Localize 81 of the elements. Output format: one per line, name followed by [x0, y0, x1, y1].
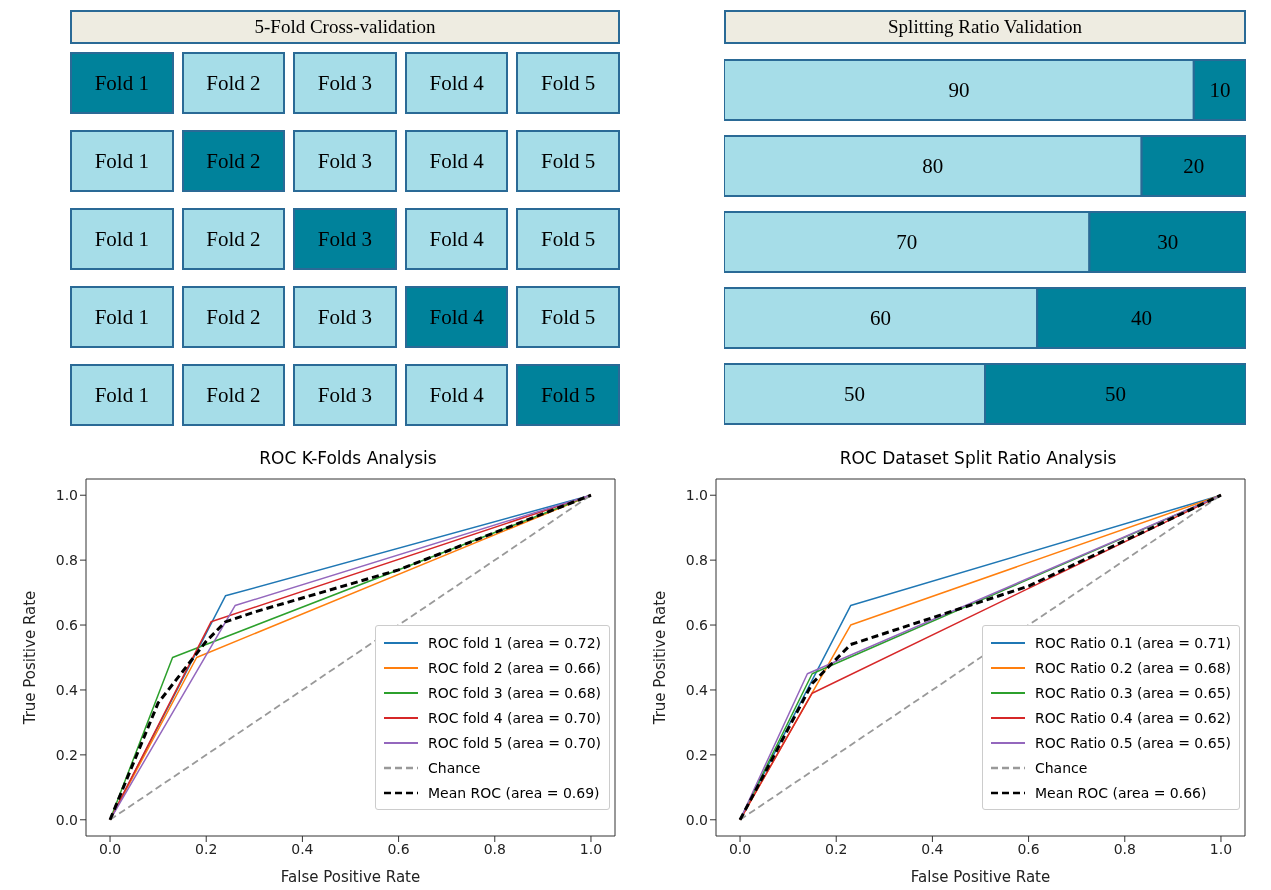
- y-tick-label: 0.6: [55, 617, 79, 634]
- y-tick-label: 0.4: [55, 681, 79, 698]
- y-axis-title: True Positive Rate: [21, 590, 40, 726]
- text: Fold 1: [70, 286, 174, 348]
- legend-label: Mean ROC (area = 0.66): [1034, 784, 1207, 801]
- y-tick-label: 1.0: [685, 487, 708, 504]
- text: Fold 4: [404, 52, 509, 114]
- text: Fold 3: [293, 52, 397, 114]
- y-tick-label: 0.0: [55, 811, 78, 828]
- legend-label: Chance: [1034, 759, 1088, 776]
- text: Fold 4: [404, 208, 509, 270]
- legend-label: ROC Ratio 0.4 (area = 0.62): [1034, 709, 1231, 726]
- chart-title: ROC Dataset Split Ratio Analysis: [838, 448, 1118, 470]
- legend-label: ROC fold 2 (area = 0.66): [428, 659, 601, 676]
- legend-label: ROC Ratio 0.5 (area = 0.65): [1034, 734, 1231, 751]
- text: Fold 5: [516, 130, 620, 192]
- x-tick-label: 0.0: [98, 840, 122, 857]
- text: Fold 2: [181, 208, 286, 270]
- y-axis-title: True Positive Rate: [651, 590, 670, 726]
- legend-label: ROC fold 1 (area = 0.72): [428, 634, 601, 651]
- data-label: 50: [1105, 382, 1126, 407]
- x-tick-label: 0.4: [291, 840, 314, 857]
- x-tick-label: 1.0: [579, 840, 603, 857]
- chart-title: ROC K-Folds Analysis: [258, 448, 438, 470]
- text: Fold 3: [293, 208, 397, 270]
- text: Fold 4: [404, 286, 509, 348]
- x-tick-label: 0.6: [387, 840, 410, 857]
- text: Fold 3: [293, 364, 397, 426]
- data-label: 50: [844, 382, 865, 407]
- legend-label: ROC Ratio 0.2 (area = 0.68): [1034, 659, 1231, 676]
- text: Fold 2: [181, 286, 286, 348]
- data-label: 30: [1157, 230, 1179, 255]
- x-tick-label: 0.2: [825, 840, 848, 857]
- y-tick-label: 0.8: [685, 552, 708, 569]
- text: Fold 1: [70, 208, 174, 270]
- data-label: 10: [1209, 78, 1231, 103]
- text: Fold 3: [293, 130, 397, 192]
- text: Fold 5: [516, 364, 620, 426]
- text: Fold 4: [404, 130, 509, 192]
- y-tick-label: 0.4: [685, 681, 709, 698]
- x-tick-label: 0.8: [483, 840, 506, 857]
- data-label: 20: [1183, 154, 1205, 179]
- legend-label: Chance: [428, 759, 481, 776]
- x-tick-label: 1.0: [1209, 840, 1233, 857]
- data-label: 40: [1131, 306, 1153, 331]
- x-tick-label: 0.2: [195, 840, 218, 857]
- text: Fold 1: [70, 52, 174, 114]
- text: Fold 5: [516, 208, 620, 270]
- data-label: 80: [922, 154, 944, 179]
- legend-label: ROC Ratio 0.3 (area = 0.65): [1034, 684, 1231, 701]
- legend-label: ROC fold 3 (area = 0.68): [428, 684, 601, 701]
- legend-label: ROC Ratio 0.1 (area = 0.71): [1034, 634, 1231, 651]
- y-tick-label: 0.6: [685, 617, 709, 634]
- legend-label: ROC fold 5 (area = 0.70): [428, 734, 601, 751]
- y-tick-label: 0.8: [55, 552, 78, 569]
- text: 5-Fold Cross-validation: [70, 10, 620, 44]
- text: Fold 2: [181, 130, 286, 192]
- x-tick-label: 0.6: [1017, 840, 1040, 857]
- text: Fold 2: [181, 364, 286, 426]
- x-tick-label: 0.8: [1113, 840, 1136, 857]
- text: Fold 3: [293, 286, 397, 348]
- text: Fold 4: [404, 364, 509, 426]
- x-axis-title: False Positive Rate: [280, 868, 421, 886]
- legend-label: Mean ROC (area = 0.69): [428, 784, 600, 801]
- legend-label: ROC fold 4 (area = 0.70): [428, 709, 601, 726]
- data-label: 60: [870, 306, 892, 331]
- y-tick-label: 0.2: [685, 746, 708, 763]
- x-tick-label: 0.0: [728, 840, 752, 857]
- text: Fold 5: [516, 52, 620, 114]
- data-label: 70: [896, 230, 918, 255]
- text: Fold 1: [70, 364, 174, 426]
- x-axis-title: False Positive Rate: [910, 868, 1051, 886]
- text: Fold 2: [181, 52, 286, 114]
- text: Fold 5: [516, 286, 620, 348]
- y-tick-label: 0.0: [685, 811, 708, 828]
- text: Fold 1: [70, 130, 174, 192]
- y-tick-label: 0.2: [55, 746, 78, 763]
- chart-title: Splitting Ratio Validation: [724, 10, 1246, 44]
- x-tick-label: 0.4: [921, 840, 944, 857]
- y-tick-label: 1.0: [55, 487, 78, 504]
- data-label: 90: [948, 78, 970, 103]
